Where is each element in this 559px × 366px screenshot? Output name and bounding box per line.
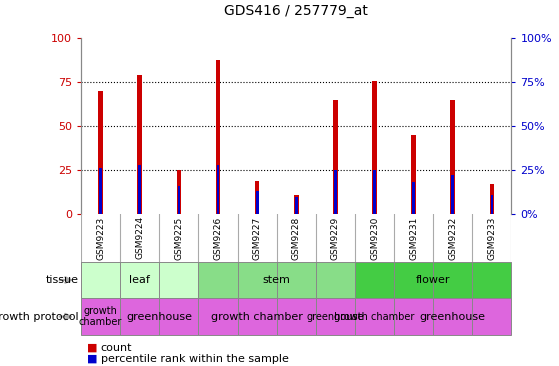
Bar bbox=[355, 298, 394, 335]
Bar bbox=[411, 135, 416, 214]
Bar bbox=[355, 262, 511, 298]
Bar bbox=[334, 170, 337, 214]
Text: growth
chamber: growth chamber bbox=[79, 306, 122, 328]
Bar bbox=[98, 91, 103, 214]
Text: GSM9230: GSM9230 bbox=[370, 216, 379, 259]
Text: GDS416 / 257779_at: GDS416 / 257779_at bbox=[224, 4, 368, 18]
Text: GSM9225: GSM9225 bbox=[174, 216, 183, 259]
Text: greenhouse: greenhouse bbox=[306, 311, 364, 322]
Text: GSM9223: GSM9223 bbox=[96, 216, 105, 259]
Text: GSM9233: GSM9233 bbox=[487, 216, 496, 259]
Bar bbox=[178, 186, 180, 214]
Text: count: count bbox=[101, 343, 132, 353]
Bar bbox=[413, 183, 415, 214]
Text: growth protocol: growth protocol bbox=[0, 311, 78, 322]
Bar bbox=[81, 298, 120, 335]
Bar bbox=[491, 195, 493, 214]
Bar bbox=[372, 81, 377, 214]
Text: GSM9232: GSM9232 bbox=[448, 216, 457, 259]
Text: GSM9226: GSM9226 bbox=[214, 216, 222, 259]
Bar bbox=[394, 298, 511, 335]
Bar bbox=[490, 184, 494, 214]
Bar bbox=[333, 100, 338, 214]
Bar bbox=[295, 197, 297, 214]
Text: growth chamber: growth chamber bbox=[211, 311, 303, 322]
Text: tissue: tissue bbox=[45, 275, 78, 285]
Bar bbox=[81, 262, 198, 298]
Bar bbox=[217, 165, 219, 214]
Bar bbox=[451, 100, 455, 214]
Bar bbox=[198, 262, 355, 298]
Text: GSM9231: GSM9231 bbox=[409, 216, 418, 259]
Bar bbox=[198, 298, 316, 335]
Text: greenhouse: greenhouse bbox=[420, 311, 486, 322]
Bar bbox=[373, 170, 376, 214]
Text: flower: flower bbox=[416, 275, 451, 285]
Bar bbox=[177, 170, 181, 214]
Bar bbox=[139, 165, 141, 214]
Text: GSM9229: GSM9229 bbox=[331, 216, 340, 259]
Text: stem: stem bbox=[263, 275, 291, 285]
Bar bbox=[216, 60, 220, 214]
Text: percentile rank within the sample: percentile rank within the sample bbox=[101, 354, 288, 364]
Text: ■: ■ bbox=[87, 354, 97, 364]
Text: leaf: leaf bbox=[129, 275, 150, 285]
Text: ■: ■ bbox=[87, 343, 97, 353]
Bar bbox=[316, 298, 355, 335]
Text: GSM9228: GSM9228 bbox=[292, 216, 301, 259]
Bar bbox=[256, 191, 258, 214]
Bar bbox=[120, 298, 198, 335]
Text: GSM9224: GSM9224 bbox=[135, 216, 144, 259]
Text: GSM9227: GSM9227 bbox=[253, 216, 262, 259]
Bar bbox=[452, 175, 454, 214]
Text: growth chamber: growth chamber bbox=[334, 311, 415, 322]
Bar bbox=[100, 168, 102, 214]
Bar bbox=[294, 195, 299, 214]
Text: greenhouse: greenhouse bbox=[126, 311, 192, 322]
Bar bbox=[255, 181, 259, 214]
Bar bbox=[138, 75, 142, 214]
